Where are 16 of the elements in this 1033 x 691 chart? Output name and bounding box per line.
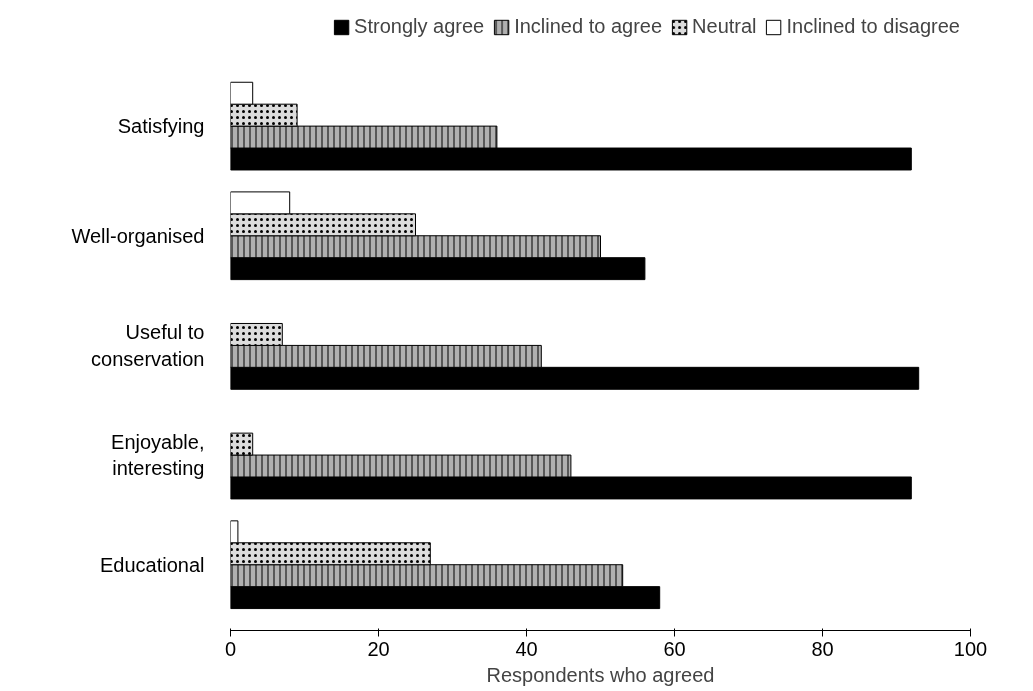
x-tick-label: 60 bbox=[663, 637, 686, 660]
legend-label: Strongly agree bbox=[354, 15, 485, 38]
y-tick-label: Enjoyable, interesting bbox=[111, 430, 205, 480]
legend-label: Inclined to agree bbox=[514, 15, 663, 38]
x-tick-label: 20 bbox=[367, 637, 390, 660]
y-tick-label: Useful to conservation bbox=[91, 321, 205, 370]
y-tick-label: Well-organised bbox=[71, 224, 205, 247]
x-axis-title: Respondents who agreed bbox=[486, 663, 715, 686]
x-tick-label: 0 bbox=[224, 637, 237, 660]
legend-label: Inclined to disagree bbox=[786, 15, 960, 38]
x-tick-label: 40 bbox=[515, 637, 538, 660]
x-tick-label: 80 bbox=[811, 637, 834, 660]
legend-label: Neutral bbox=[692, 15, 757, 38]
x-tick-label: 100 bbox=[953, 637, 988, 660]
y-tick-label: Educational bbox=[99, 553, 205, 576]
y-tick-label: Satisfying bbox=[117, 115, 205, 138]
